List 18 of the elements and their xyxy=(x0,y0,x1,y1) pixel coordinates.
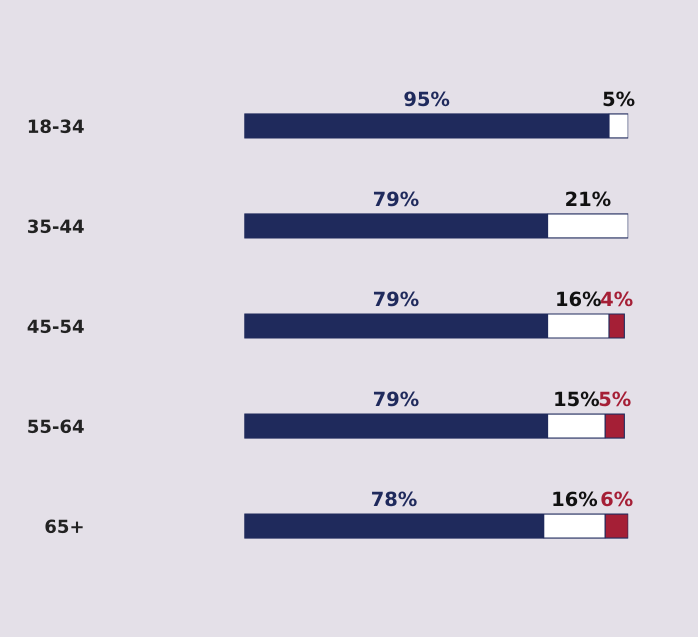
y-tick-label: 35-44 xyxy=(28,219,84,234)
y-tick-label: 45-54 xyxy=(28,320,84,334)
data-label: 6% xyxy=(601,492,633,506)
data-label: 78% xyxy=(372,492,417,506)
data-label: 15% xyxy=(555,392,600,406)
y-tick-label: 18-34 xyxy=(28,119,84,134)
data-label: 79% xyxy=(374,392,419,406)
data-label: 5% xyxy=(600,392,631,406)
y-tick-label: 65+ xyxy=(45,520,83,534)
data-label: 5% xyxy=(604,91,634,106)
data-label: 95% xyxy=(404,91,450,106)
data-label: 79% xyxy=(374,292,419,306)
data-label: 79% xyxy=(374,192,419,206)
data-label: 4% xyxy=(601,292,633,306)
y-tick-label: 55-64 xyxy=(28,419,84,434)
data-label: 16% xyxy=(557,292,601,306)
data-label: 16% xyxy=(553,492,598,506)
data-label: 21% xyxy=(566,192,611,206)
